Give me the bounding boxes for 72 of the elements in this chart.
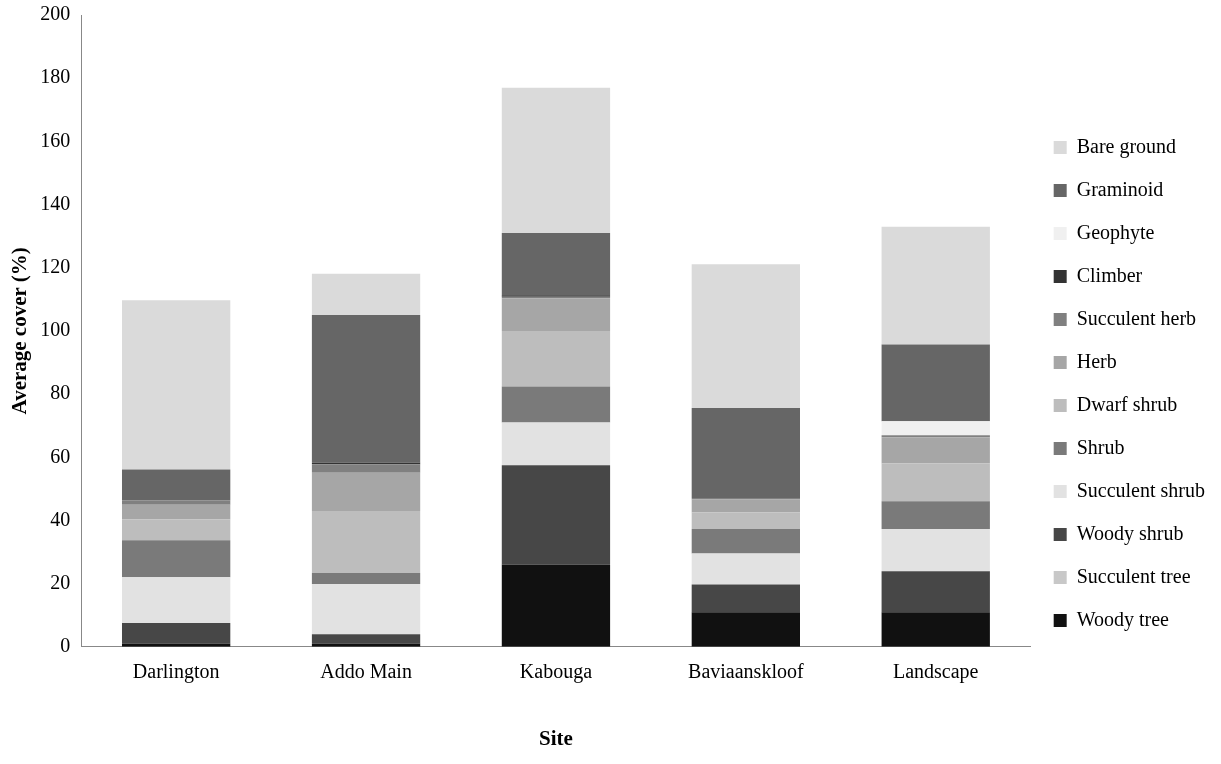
bar [501, 330, 611, 387]
bar [501, 232, 611, 296]
bar [691, 264, 800, 408]
legend-label: Climber [1076, 263, 1143, 286]
bar [881, 528, 990, 572]
legend-label: Woody shrub [1076, 521, 1184, 545]
bar [121, 300, 231, 470]
x-tick-label: Kabouga [519, 660, 593, 684]
bar [311, 510, 421, 573]
bar [121, 540, 231, 578]
bar [501, 87, 611, 233]
y-tick-label: 160 [40, 128, 71, 151]
bar [691, 499, 800, 513]
legend-label: Herb [1076, 349, 1117, 372]
bar [691, 612, 800, 647]
x-axis-title: Site [539, 725, 573, 750]
y-tick-label: 120 [40, 254, 71, 277]
y-tick-label: 140 [40, 191, 71, 214]
y-tick-label: 60 [50, 444, 71, 467]
bar [311, 273, 421, 316]
bar [881, 435, 990, 438]
bar [311, 472, 421, 511]
legend-label: Bare ground [1076, 134, 1177, 158]
legend-label: Succulent tree [1076, 564, 1191, 587]
x-tick-label: Baviaanskloof [688, 660, 804, 683]
bar [501, 422, 611, 466]
legend-label: Shrub [1076, 435, 1125, 458]
bar [881, 501, 990, 529]
bar [881, 344, 990, 422]
legend-label: Graminoid [1076, 177, 1164, 200]
y-tick-label: 180 [40, 65, 71, 88]
bar [881, 421, 990, 436]
y-tick-label: 100 [40, 318, 71, 341]
bar [501, 298, 611, 331]
bar [121, 623, 231, 644]
y-tick-label: 0 [60, 634, 71, 657]
bar [691, 584, 800, 613]
bar [121, 519, 231, 541]
bar [121, 500, 231, 505]
bar [501, 564, 611, 647]
bar [121, 577, 231, 624]
bar [121, 504, 231, 520]
bar [691, 512, 800, 529]
bar [881, 463, 990, 502]
x-tick-label: Addo Main [320, 660, 412, 683]
bar [691, 407, 800, 499]
y-tick-label: 200 [40, 2, 71, 25]
y-axis-title: Average cover (%) [7, 247, 32, 415]
bar [121, 469, 231, 501]
bar [311, 634, 421, 644]
y-tick-label: 20 [50, 570, 71, 593]
y-tick-label: 40 [50, 507, 71, 530]
bar [881, 437, 990, 464]
bar [311, 464, 421, 473]
bar [881, 226, 990, 345]
bar [501, 386, 611, 423]
y-tick-label: 80 [50, 381, 71, 404]
bar [881, 612, 990, 647]
bar [691, 553, 800, 585]
x-tick-label: Landscape [892, 660, 979, 684]
x-tick-label: Darlington [132, 660, 220, 684]
legend-label: Woody tree [1076, 607, 1170, 631]
bar [311, 572, 421, 584]
bar [691, 528, 800, 554]
legend-label: Geophyte [1076, 220, 1155, 244]
legend-label: Succulent shrub [1076, 478, 1205, 501]
bar [881, 571, 990, 613]
bar [311, 583, 421, 635]
bar [311, 315, 421, 463]
bar [501, 465, 611, 565]
legend-label: Dwarf shrub [1076, 392, 1178, 415]
legend-label: Succulent herb [1076, 306, 1197, 329]
